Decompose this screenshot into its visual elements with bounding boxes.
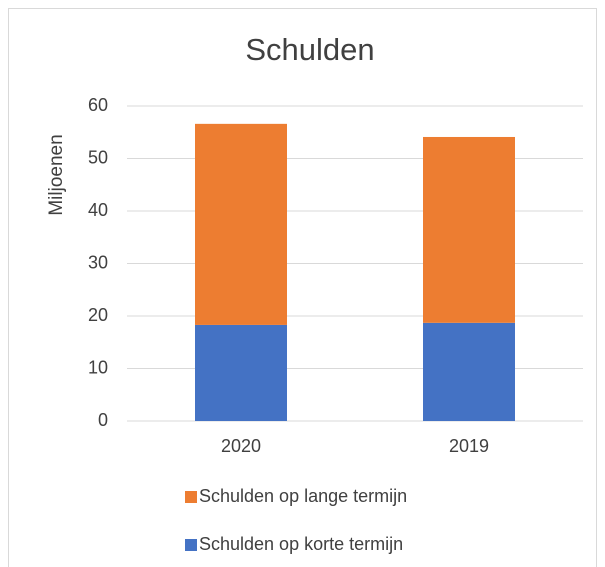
legend-swatch	[185, 539, 197, 551]
bar-segment	[195, 123, 287, 325]
y-tick-label: 10	[88, 357, 108, 377]
legend-label: Schulden op korte termijn	[199, 534, 403, 554]
x-tick-label: 2020	[221, 436, 261, 456]
y-tick-label: 30	[88, 252, 108, 272]
y-tick-label: 40	[88, 200, 108, 220]
chart-frame	[8, 8, 597, 567]
y-tick-label: 60	[88, 95, 108, 115]
legend-swatch	[185, 491, 197, 503]
y-tick-label: 0	[98, 410, 108, 430]
y-tick-label: 20	[88, 305, 108, 325]
y-axis-label: Miljoenen	[46, 134, 67, 215]
legend-label: Schulden op lange termijn	[199, 486, 407, 506]
chart-title: Schulden	[245, 32, 374, 67]
bar-segment	[423, 322, 515, 421]
bar-segment	[195, 324, 287, 421]
y-tick-label: 50	[88, 147, 108, 167]
x-tick-label: 2019	[449, 436, 489, 456]
bar-segment	[423, 136, 515, 323]
